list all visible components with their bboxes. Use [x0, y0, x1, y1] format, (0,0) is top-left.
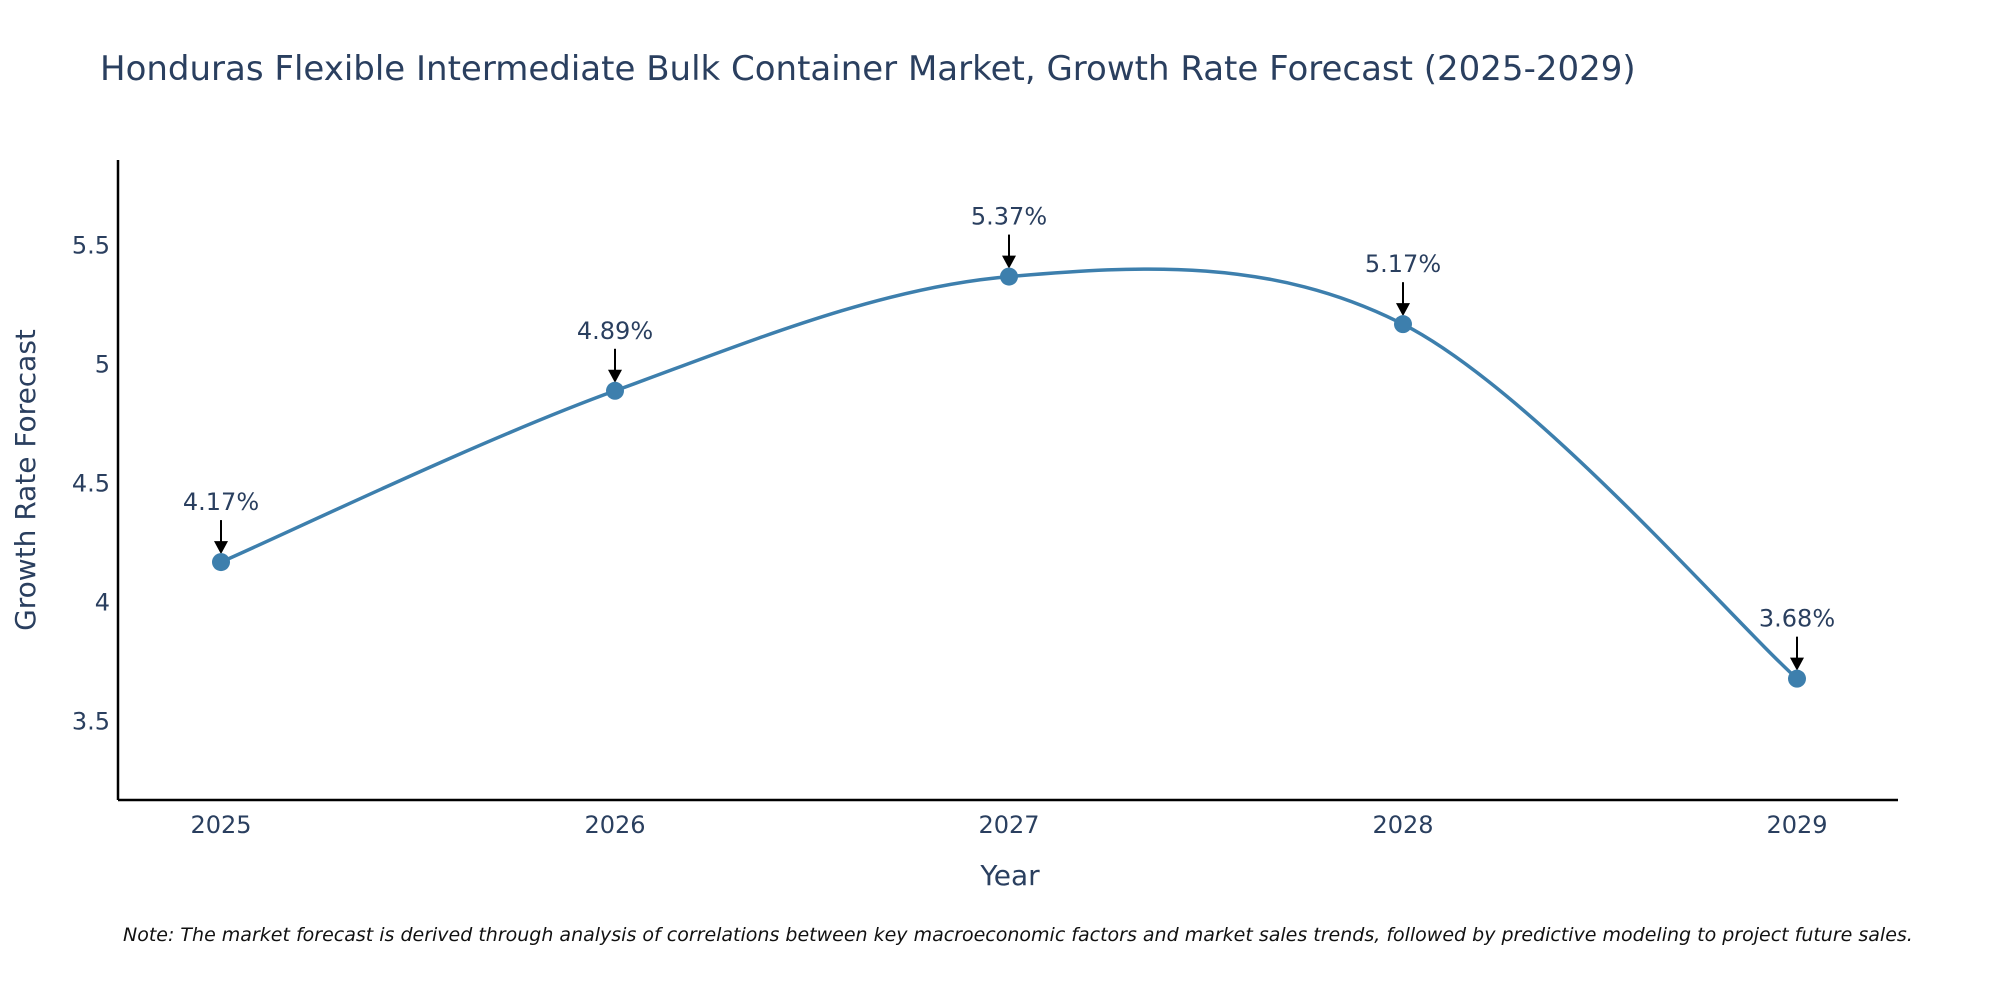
x-tick-labels: 2025 2026 2027 2028 2029 — [190, 811, 1827, 839]
annotation-arrowhead — [1790, 657, 1804, 671]
plot-area: 4.17% 4.89% 5.37% 5.17% 3.68% — [183, 203, 1835, 688]
data-annotations: 4.17% 4.89% 5.37% 5.17% 3.68% — [183, 203, 1835, 671]
data-label: 3.68% — [1759, 605, 1835, 633]
y-tick-label: 5 — [95, 351, 110, 379]
footnote: Note: The market forecast is derived thr… — [123, 924, 1913, 946]
x-tick-label: 2027 — [978, 811, 1039, 839]
data-label: 5.37% — [971, 203, 1047, 231]
y-tick-labels: 3.5 4 4.5 5 5.5 — [72, 232, 110, 736]
y-tick-label: 3.5 — [72, 707, 110, 735]
x-tick-label: 2029 — [1766, 811, 1827, 839]
x-tick-label: 2026 — [584, 811, 645, 839]
y-tick-label: 4.5 — [72, 470, 110, 498]
data-point — [212, 553, 230, 572]
x-tick-label: 2025 — [190, 811, 251, 839]
data-markers — [212, 267, 1806, 688]
data-point — [1788, 669, 1806, 688]
x-axis-title: Year — [979, 859, 1040, 892]
data-point — [1394, 315, 1412, 334]
data-point — [1000, 267, 1018, 286]
y-axis-title: Growth Rate Forecast — [9, 329, 42, 631]
chart-title: Honduras Flexible Intermediate Bulk Cont… — [100, 49, 1636, 89]
data-label: 4.17% — [183, 488, 259, 516]
y-tick-label: 4 — [95, 589, 110, 617]
data-label: 4.89% — [577, 317, 653, 345]
x-tick-label: 2028 — [1372, 811, 1433, 839]
annotation-arrowhead — [1002, 255, 1016, 269]
data-point — [606, 381, 624, 400]
data-label: 5.17% — [1365, 250, 1441, 278]
annotation-arrowhead — [608, 369, 622, 383]
y-tick-label: 5.5 — [72, 232, 110, 260]
annotation-arrowhead — [1396, 303, 1410, 317]
annotation-arrowhead — [214, 541, 228, 555]
series-line-growth-rate — [220, 267, 1799, 680]
